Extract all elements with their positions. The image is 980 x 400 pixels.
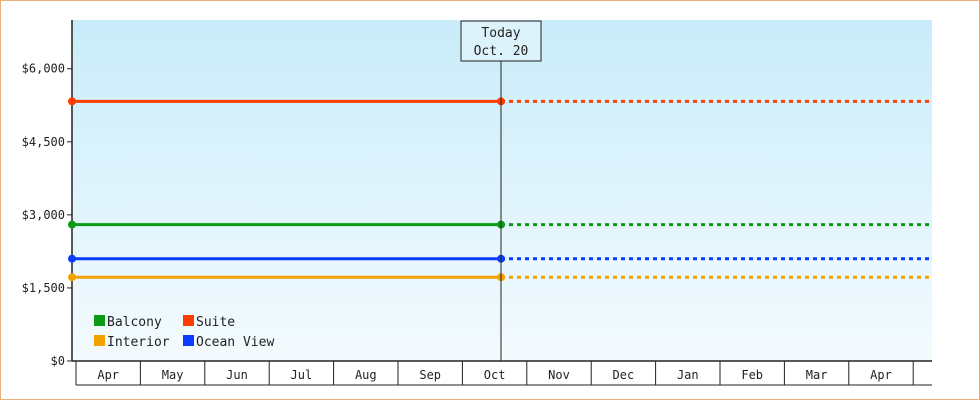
x-tick-label: Jul [291,368,313,382]
x-tick-label: Sep [419,368,441,382]
legend: Balcony Suite Interior Ocean View [94,315,274,350]
x-tick-label: Dec [613,368,635,382]
x-tick-label: Mar [806,368,828,382]
y-axis: $0 $1,500 $3,000 $4,500 $6,000 [22,20,73,368]
today-label: Today [481,26,520,41]
series-point [68,97,76,106]
legend-swatch [183,335,194,346]
x-tick-label: Jan [677,368,699,382]
x-tick-label: Feb [741,368,763,382]
x-tick-label: Oct [484,368,506,382]
legend-swatch [94,315,105,326]
legend-swatch [183,315,194,326]
legend-label: Balcony [107,315,162,330]
x-tick-label: Nov [548,368,570,382]
y-tick-label: $1,500 [22,281,65,295]
y-tick-label: $3,000 [22,208,65,222]
today-marker: Today Oct. 20 [460,20,542,361]
legend-label: Suite [196,315,235,330]
x-tick-label: Apr [97,368,119,382]
x-axis: Apr May Jun Jul Aug Sep Oct Nov Dec Jan Feb Mar Apr [72,360,932,386]
x-tick-label: Aug [355,368,377,382]
y-tick-label: $6,000 [22,62,65,76]
y-tick-label: $4,500 [22,135,65,149]
legend-label: Interior [107,335,170,350]
x-tick-label: Jun [226,368,248,382]
series-point [68,220,76,229]
series-point [68,273,76,282]
legend-label: Ocean View [196,335,274,350]
y-tick-label: $0 [51,354,65,368]
today-date-label: Oct. 20 [474,44,529,59]
series-point [68,254,76,263]
legend-swatch [94,335,105,346]
x-tick-label: May [162,368,184,382]
x-tick-label: Apr [870,368,892,382]
plot-background [72,20,932,361]
today-label-box [460,20,542,62]
